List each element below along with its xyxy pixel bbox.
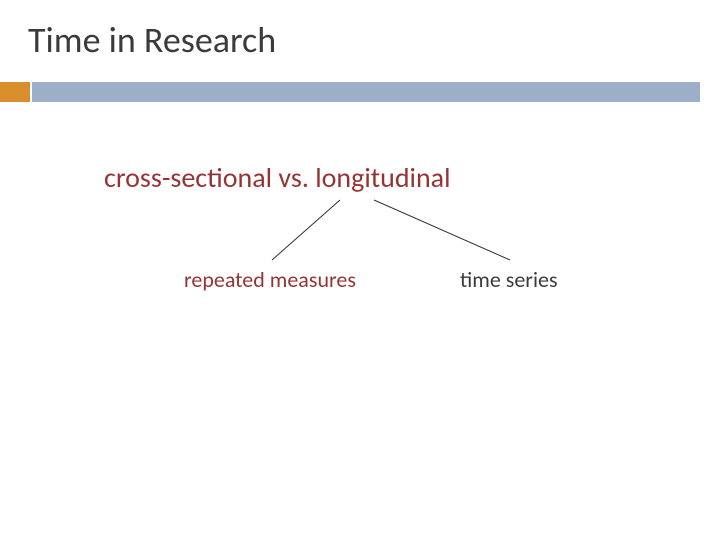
tree-edge — [374, 200, 510, 260]
page-title: Time in Research — [28, 18, 276, 62]
title-rule-bar — [32, 82, 700, 102]
tree-root-label: cross-sectional vs. longitudinal — [104, 160, 451, 195]
title-accent-square — [0, 82, 30, 102]
slide: Time in Research cross-sectional vs. lon… — [0, 0, 720, 540]
tree-leaf-time-series: time series — [460, 266, 558, 293]
tree-edge — [272, 200, 340, 260]
tree-edges — [0, 0, 720, 540]
tree-leaf-repeated-measures: repeated measures — [184, 266, 356, 293]
